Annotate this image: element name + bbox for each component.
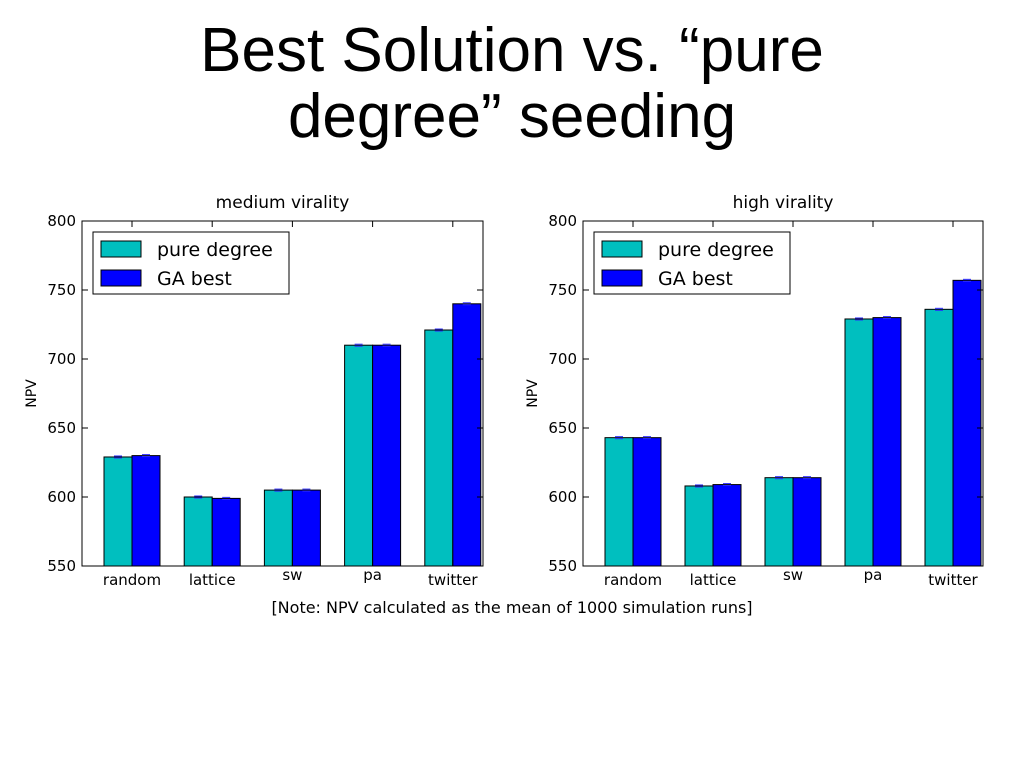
bar-ga-best-sw — [792, 477, 822, 567]
y-tick-label: 650 — [47, 419, 76, 437]
legend-swatch — [601, 269, 643, 287]
plot-frame — [81, 220, 484, 567]
bar-pure-degree-sw — [263, 489, 293, 567]
y-tick-label: 750 — [47, 281, 76, 299]
y-tick-label: 600 — [47, 488, 76, 506]
bar-ga-best-random — [632, 437, 662, 567]
chart-2: 550 600 650 700 750 800 random lattice sw pa twitt… — [525, 193, 984, 589]
x-tick-label-pa: pa — [864, 566, 883, 584]
y-tick-label: 550 — [47, 557, 76, 575]
legend-label: pure degree — [157, 239, 273, 261]
slide-title-line-1: Best Solution vs. “pure — [200, 16, 824, 85]
legend: pure degree GA best — [92, 231, 290, 295]
legend-swatch — [601, 240, 643, 258]
footnote: [Note: NPV calculated as the mean of 100… — [271, 598, 753, 617]
y-axis-label: NPV — [24, 379, 40, 408]
bar-ga-best-twitter — [952, 279, 982, 567]
bar-pure-degree-pa — [344, 344, 374, 567]
x-tick-label-sw: sw — [783, 566, 803, 584]
bar-ga-best-lattice — [712, 484, 742, 567]
bar-ga-best-pa — [872, 317, 902, 567]
plot-frame — [582, 220, 984, 567]
x-tick-label-twitter: twitter — [428, 571, 478, 589]
bar-pure-degree-lattice — [183, 496, 213, 567]
y-tick-label: 600 — [548, 488, 577, 506]
chart-1: 550 600 650 700 750 800 random lattice sw pa twitt… — [24, 193, 484, 589]
y-tick-label: 800 — [47, 212, 76, 230]
bar-pure-degree-random — [103, 456, 133, 567]
slide-title-line-2: degree” seeding — [287, 82, 737, 151]
bar-pure-degree-twitter — [424, 329, 454, 567]
slide-title: Best Solution vs. “pure degree” seeding — [0, 18, 1024, 150]
bar-pure-degree-twitter — [924, 308, 954, 567]
legend: pure degree GA best — [593, 231, 791, 295]
bar-pure-degree-pa — [844, 318, 874, 567]
chart-title: high virality — [733, 193, 834, 213]
legend-swatch — [100, 240, 142, 258]
bar-ga-best-random — [131, 455, 161, 567]
bar-pure-degree-lattice — [684, 485, 714, 567]
x-tick-label-lattice: lattice — [690, 571, 737, 589]
bar-ga-best-twitter — [452, 303, 482, 567]
bar-ga-best-pa — [372, 344, 402, 567]
bar-ga-best-lattice — [211, 497, 241, 567]
y-axis-label: NPV — [525, 379, 541, 408]
x-tick-label-twitter: twitter — [928, 571, 978, 589]
x-tick-label-lattice: lattice — [189, 571, 236, 589]
y-tick-label: 550 — [548, 557, 577, 575]
y-tick-label: 700 — [548, 350, 577, 368]
legend-swatch — [100, 269, 142, 287]
x-tick-label-sw: sw — [282, 566, 302, 584]
x-tick-label-random: random — [604, 571, 662, 589]
x-tick-label-pa: pa — [363, 566, 382, 584]
bar-ga-best-sw — [291, 489, 321, 567]
y-tick-label: 800 — [548, 212, 577, 230]
y-tick-label: 650 — [548, 419, 577, 437]
bar-pure-degree-random — [604, 437, 634, 567]
chart-title: medium virality — [216, 193, 350, 213]
x-tick-label-random: random — [103, 571, 161, 589]
legend-label: pure degree — [658, 239, 774, 261]
legend-label: GA best — [157, 268, 232, 290]
legend-label: GA best — [658, 268, 733, 290]
y-tick-label: 700 — [47, 350, 76, 368]
bar-pure-degree-sw — [764, 477, 794, 567]
y-tick-label: 750 — [548, 281, 577, 299]
